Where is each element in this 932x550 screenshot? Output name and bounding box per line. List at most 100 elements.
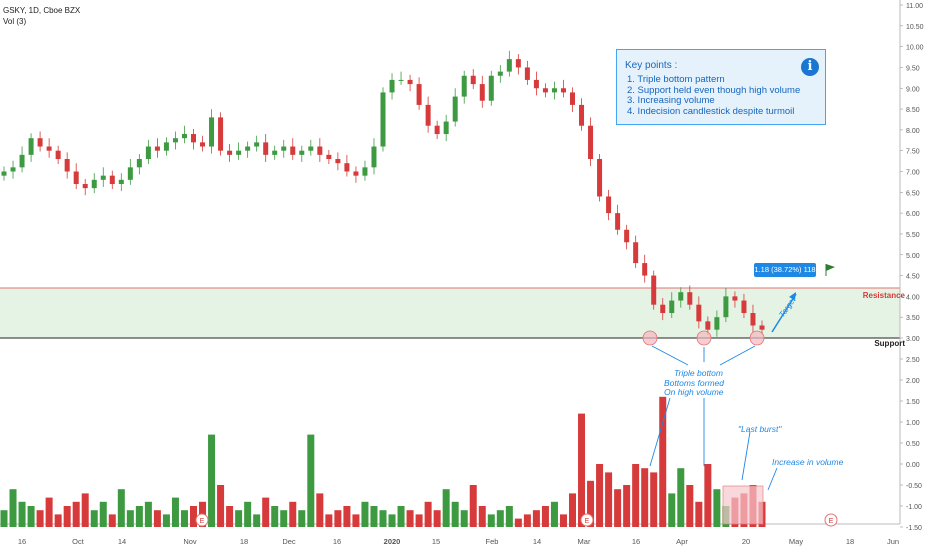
volume-bar [460,510,468,527]
volume-bar [596,464,604,527]
candle-body [687,292,693,305]
candle-body [398,79,404,81]
volume-tick-label: -1.00 [906,504,922,511]
candle-body [145,146,151,160]
candle-body [82,183,88,189]
x-tick-label: 18 [240,537,248,546]
svg-text:E: E [829,518,834,525]
x-tick-label: 16 [18,537,26,546]
candle-body [425,104,431,126]
candle-body [759,325,765,330]
candle-body [506,59,512,72]
volume-bar [0,510,8,527]
volume-bar [18,501,26,527]
time-axis: 16 Oct 14 Nov 18 Dec 16 2020 15 Feb 14 Mar 16 Apr 20 Ma… [18,537,899,546]
price-tick-label: 9.50 [906,65,920,72]
volume-bar [117,489,125,527]
candle-body [46,146,52,151]
resistance-label: Resistance [863,291,906,300]
volume-bar [433,510,441,527]
candle-body [443,121,449,135]
key-points-list: 1. Triple bottom pattern 2. Support held… [627,74,800,117]
volume-bar [623,485,631,527]
candle-body [263,142,269,155]
candle-body [254,142,260,147]
bottom-circle-1 [642,330,658,346]
x-tick-label: Dec [282,537,296,546]
candle-body [64,159,70,172]
volume-bar [153,510,161,527]
candle-body [245,146,251,151]
volume-bar [126,510,134,527]
volume-bar [325,514,333,527]
candle-body [19,154,25,168]
price-tick-label: 5.50 [906,232,920,239]
volume-bar [677,468,685,527]
candle-body [353,171,359,176]
volume-bar [550,501,558,527]
candle-body [542,88,548,93]
volume-bar [27,506,35,527]
volume-bar [686,485,694,527]
volume-tick-label: -1.50 [906,525,922,532]
candle-body [37,138,43,147]
price-tick-label: 3.50 [906,315,920,322]
candle-body [118,179,124,184]
symbol-line: GSKY, 1D, Cboe BZX [3,6,81,15]
candle-body [434,125,440,135]
support-label: Support [874,339,905,348]
volume-bar [532,510,540,527]
volume-bar [397,506,405,527]
x-tick-label: 18 [846,537,854,546]
volume-bar [190,506,197,527]
volume-bar [523,514,531,527]
flag-icon [825,264,835,276]
price-axis: 11.00 10.50 10.00 9.50 9.00 8.50 8.00 7.50 7.00 6… [900,3,924,343]
candle-body [570,92,575,105]
candle-body [200,142,206,147]
volume-bar [451,501,459,527]
price-tick-label: 4.00 [906,294,920,301]
candle-body [136,159,142,168]
volume-axis: 2.50 2.00 1.50 1.00 0.50 0.00 -0.50 -1.00 -1.50 [900,357,922,532]
volume-arrows [649,397,778,491]
x-tick-label: Nov [183,537,197,546]
last-burst-label: "Last burst" [738,424,782,434]
target-arrow [771,293,797,333]
x-tick-label: 14 [533,537,541,546]
chart-header: GSKY, 1D, Cboe BZX Vol (3) [3,5,80,27]
triple-bottom-label: Triple bottom [674,368,723,378]
bottom-circle-2 [696,330,712,346]
price-tick-label: 4.50 [906,274,920,281]
candle-body [515,59,521,68]
price-tick-label: 10.50 [906,24,924,31]
volume-bar [63,506,71,527]
volume-bar [496,510,504,527]
volume-bar [704,464,712,527]
candles [1,50,765,337]
candle-body [91,179,97,189]
volume-bar [415,514,423,527]
x-tick-label: 20 [742,537,750,546]
candle-body [660,304,666,314]
target-badge[interactable]: 1.18 (38.72%) 118 [754,263,816,277]
volume-bar [54,514,62,527]
last-burst-box [722,485,764,525]
candle-body [127,167,133,180]
candle-body [488,75,494,101]
candle-body [714,317,720,330]
volume-bar [217,485,225,527]
volume-indicator-label: Vol (3) [3,17,27,26]
price-tick-label: 10.00 [906,45,924,52]
x-tick-label: 14 [118,537,126,546]
volume-bar [271,506,279,527]
on-high-volume-label: On high volume [664,387,724,397]
volume-tick-label: -0.50 [906,483,922,490]
volume-bar [72,501,80,527]
candle-body [371,146,377,168]
candle-body [633,242,639,264]
volume-bar [108,514,116,527]
volume-bar [162,514,170,527]
volume-bar [541,506,549,527]
volume-bar [614,489,622,527]
